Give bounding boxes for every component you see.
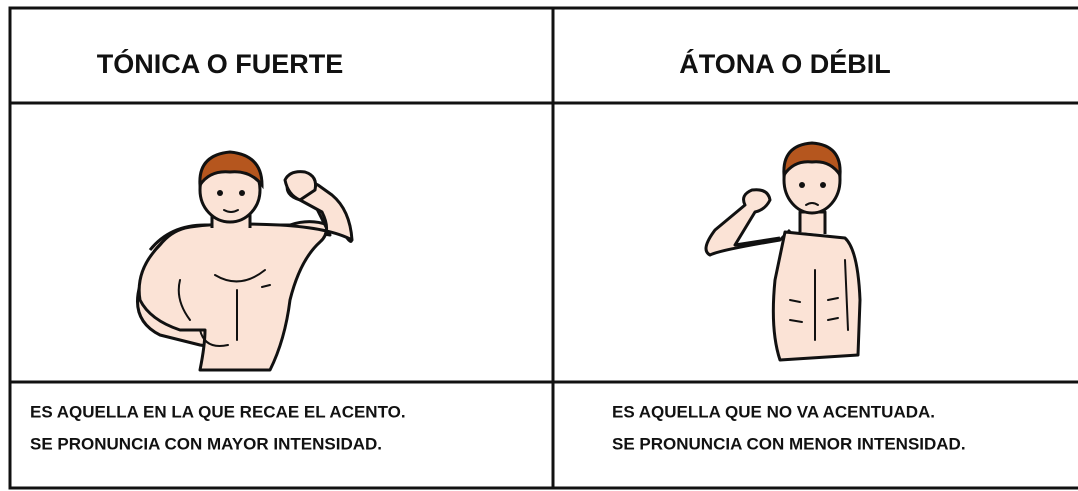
strong-figure	[136, 150, 354, 372]
weak-figure	[704, 141, 862, 362]
description: ES AQUELLA EN LA QUE RECAE EL ACENTO.	[30, 402, 406, 421]
description: ES AQUELLA QUE NO VA ACENTUADA.	[612, 402, 935, 421]
header: ÁTONA O DÉBIL	[679, 48, 891, 79]
table-grid	[8, 6, 1078, 490]
description: SE PRONUNCIA CON MAYOR INTENSIDAD.	[30, 434, 382, 453]
header: TÓNICA O FUERTE	[97, 48, 344, 79]
description: SE PRONUNCIA CON MENOR INTENSIDAD.	[612, 434, 966, 453]
